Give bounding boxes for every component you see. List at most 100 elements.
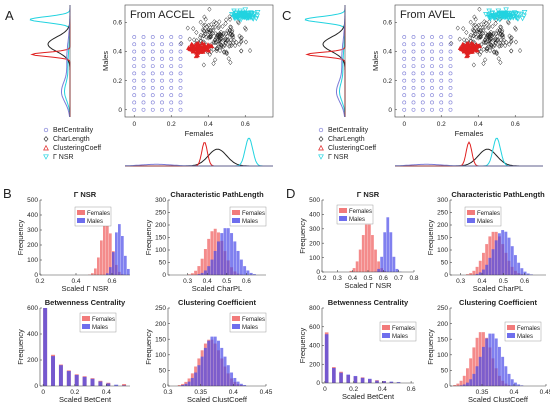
histogram-bar-males	[466, 382, 469, 386]
y-tick-label: 0	[34, 383, 38, 390]
char-point	[221, 37, 226, 43]
marginal-bet-curve	[336, 5, 346, 118]
legend-swatch-females	[339, 208, 347, 213]
char-point	[224, 17, 229, 23]
char-point	[228, 59, 233, 66]
x-axis-label: Scaled ClustCoeff	[187, 395, 248, 404]
histogram-bar-males	[190, 377, 194, 386]
bet-point	[141, 86, 146, 90]
char-point	[210, 30, 215, 36]
histogram-bar-females	[364, 224, 368, 272]
bet-point	[178, 78, 183, 83]
histogram-bar-males	[339, 372, 343, 383]
bet-point	[420, 93, 425, 98]
char-point	[517, 48, 523, 54]
char-point	[179, 40, 184, 46]
y-tick-label: 400	[309, 212, 320, 219]
histogram-bar-males	[491, 333, 495, 386]
clust-point	[464, 53, 470, 59]
char-point	[486, 41, 491, 47]
char-point	[239, 35, 244, 41]
char-point	[493, 31, 498, 37]
bet-point	[402, 93, 407, 98]
histogram-bar-males	[478, 272, 482, 275]
bet-point	[430, 100, 434, 105]
series-charlength	[179, 6, 253, 68]
char-point	[501, 40, 506, 46]
char-point	[477, 6, 482, 12]
legend-marker-bet	[318, 127, 324, 133]
histogram-bar-males	[472, 373, 476, 386]
histogram-bar-males	[510, 379, 514, 386]
histogram-bar-females	[488, 236, 492, 275]
char-point	[478, 27, 484, 34]
histogram-bar-males	[220, 347, 224, 386]
marginal-x-clust-curve	[125, 142, 273, 167]
char-point	[243, 26, 249, 32]
bet-point	[420, 64, 425, 68]
legend-swatch-males	[467, 218, 475, 223]
char-point	[498, 59, 503, 66]
char-point	[227, 43, 232, 49]
y-tick-label: 500	[309, 197, 320, 204]
char-point	[207, 6, 212, 12]
x-tick-label: 0.5	[363, 275, 372, 282]
scatter-panel-c: 0 0.2 0.4 0.6 0 0.2 0.4 0.6 Females Males From AVE…	[371, 4, 544, 138]
histogram-bar-males	[485, 264, 489, 275]
histogram-bar-males	[200, 356, 204, 386]
y-axis-label: Frequency	[298, 328, 307, 364]
y-tick-label: 200	[155, 222, 166, 229]
marginal-y-panel-a	[29, 5, 71, 118]
bet-point	[411, 107, 416, 112]
histogram-bar-males	[501, 230, 505, 275]
nsr-point	[243, 13, 250, 19]
nsr-point	[501, 11, 507, 17]
panel-letter-b: B	[3, 186, 12, 201]
bet-point	[150, 35, 155, 39]
histogram-bar-males	[194, 372, 198, 386]
bet-point	[169, 64, 174, 68]
x-tick-label: 0.7	[394, 275, 403, 282]
y-tick-label: 250	[437, 305, 448, 312]
scatter-legend-panel-a: BetCentrality CharLength ClusteringCoeff Γ …	[43, 127, 101, 161]
histogram-bar-males	[217, 241, 220, 275]
nsr-point	[515, 16, 521, 22]
char-point	[211, 60, 216, 67]
x-tick-label: 0.4	[71, 278, 80, 285]
histogram-bar-males	[475, 273, 479, 275]
y-tick-label: 300	[437, 197, 448, 204]
histogram-bar-females	[177, 385, 181, 386]
bet-point	[160, 49, 164, 54]
histogram-bar-males	[200, 272, 204, 275]
series-clusteringcoeff	[457, 40, 483, 59]
legend-label: Females	[92, 317, 115, 323]
y-tick-label: 250	[155, 305, 166, 312]
histogram-bar-males	[112, 252, 115, 275]
y-tick-label: 0	[34, 272, 38, 279]
bet-point	[141, 107, 146, 112]
histogram-bar-males	[377, 268, 380, 272]
histogram-bar-males	[114, 384, 119, 386]
histogram-bar-females	[122, 384, 127, 386]
legend-marker-char	[43, 136, 49, 142]
y-axis-label: Frequency	[16, 329, 25, 365]
bet-point	[402, 107, 407, 112]
char-point	[243, 39, 249, 45]
char-point	[212, 24, 218, 30]
histogram-bar-males	[510, 246, 514, 275]
histogram-bar-females	[97, 257, 100, 275]
x-tick-label: 0.3	[456, 278, 465, 285]
scatter-frame	[394, 4, 544, 118]
char-point	[217, 47, 223, 54]
bet-point	[160, 64, 164, 68]
bet-point	[141, 56, 146, 61]
bet-point	[132, 78, 137, 83]
bet-point	[132, 49, 137, 54]
y-tick-label: 200	[27, 242, 38, 249]
histogram-bar-males	[187, 381, 191, 386]
bet-point	[150, 86, 155, 90]
histogram-bar-males	[498, 233, 501, 275]
panel-letter-a: A	[5, 8, 14, 23]
bet-point	[150, 71, 155, 76]
y-tick-label: 300	[27, 227, 38, 234]
